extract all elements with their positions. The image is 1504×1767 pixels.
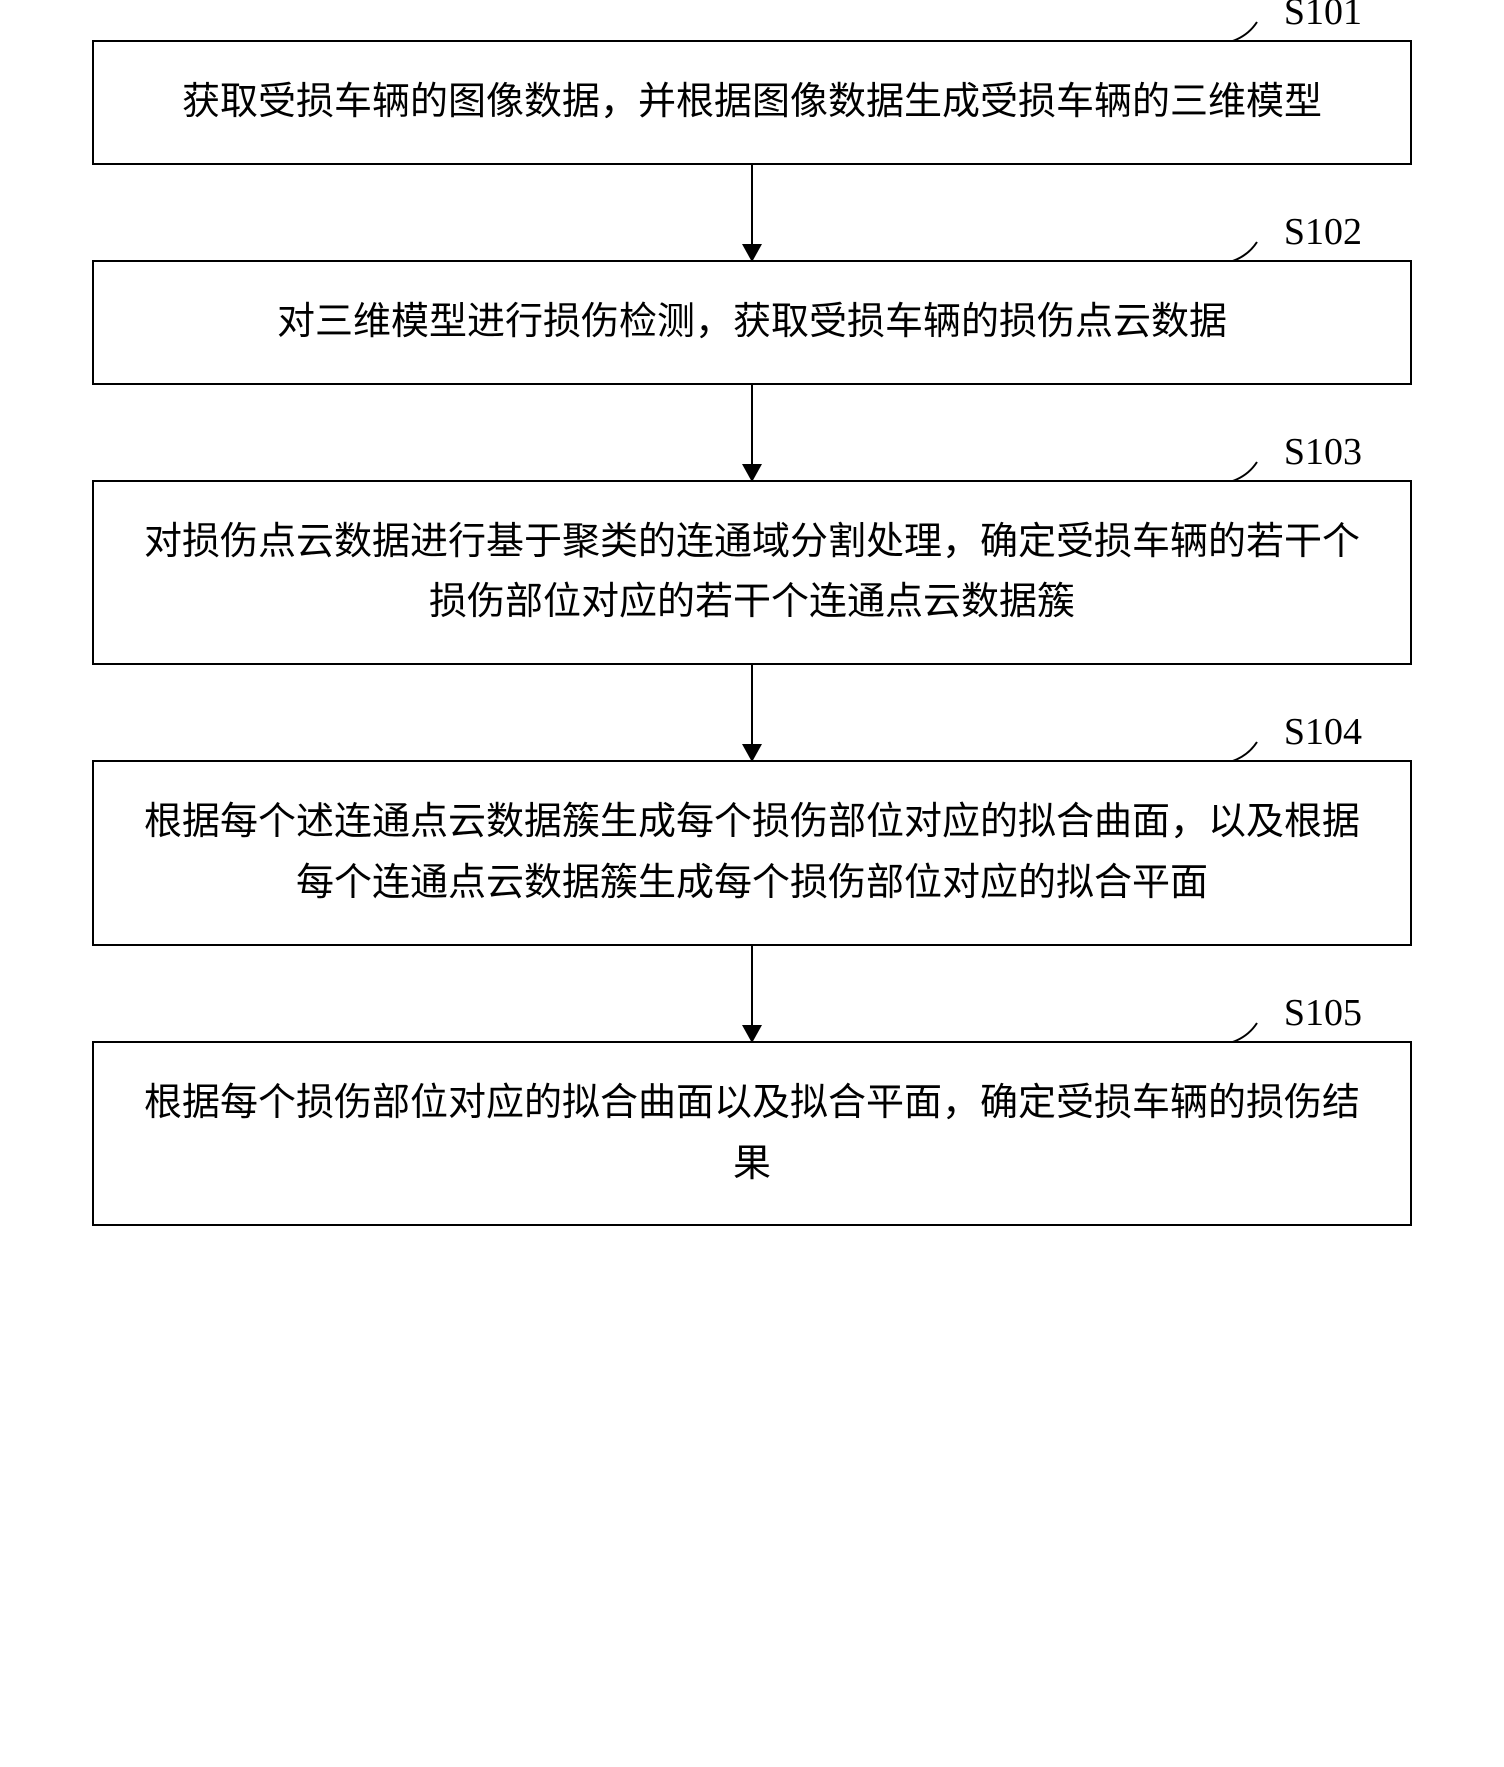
step-wrapper-5: S105 根据每个损伤部位对应的拟合曲面以及拟合平面，确定受损车辆的损伤结果 <box>52 1041 1452 1227</box>
arrow-2 <box>751 385 753 480</box>
arrow-4 <box>751 946 753 1041</box>
step-box-s103: 对损伤点云数据进行基于聚类的连通域分割处理，确定受损车辆的若干个损伤部位对应的若… <box>92 480 1412 666</box>
arrow-3 <box>751 665 753 760</box>
step-box-s105: 根据每个损伤部位对应的拟合曲面以及拟合平面，确定受损车辆的损伤结果 <box>92 1041 1412 1227</box>
step-label-s103: S103 <box>1284 430 1362 474</box>
step-wrapper-3: S103 对损伤点云数据进行基于聚类的连通域分割处理，确定受损车辆的若干个损伤部… <box>52 480 1452 666</box>
step-label-s101: S101 <box>1284 0 1362 34</box>
step-label-s105: S105 <box>1284 991 1362 1035</box>
step-box-s102: 对三维模型进行损伤检测，获取受损车辆的损伤点云数据 <box>92 260 1412 385</box>
step-text: 根据每个损伤部位对应的拟合曲面以及拟合平面，确定受损车辆的损伤结果 <box>134 1073 1370 1195</box>
step-label-s102: S102 <box>1284 210 1362 254</box>
arrow-1 <box>751 165 753 260</box>
step-text: 对损伤点云数据进行基于聚类的连通域分割处理，确定受损车辆的若干个损伤部位对应的若… <box>134 512 1370 634</box>
step-label-s104: S104 <box>1284 710 1362 754</box>
step-text: 获取受损车辆的图像数据，并根据图像数据生成受损车辆的三维模型 <box>182 72 1322 133</box>
step-box-s104: 根据每个述连通点云数据簇生成每个损伤部位对应的拟合曲面，以及根据每个连通点云数据… <box>92 760 1412 946</box>
step-wrapper-4: S104 根据每个述连通点云数据簇生成每个损伤部位对应的拟合曲面，以及根据每个连… <box>52 760 1452 946</box>
step-text: 根据每个述连通点云数据簇生成每个损伤部位对应的拟合曲面，以及根据每个连通点云数据… <box>134 792 1370 914</box>
step-text: 对三维模型进行损伤检测，获取受损车辆的损伤点云数据 <box>277 292 1227 353</box>
step-box-s101: 获取受损车辆的图像数据，并根据图像数据生成受损车辆的三维模型 <box>92 40 1412 165</box>
step-wrapper-2: S102 对三维模型进行损伤检测，获取受损车辆的损伤点云数据 <box>52 260 1452 385</box>
flowchart-container: S101 获取受损车辆的图像数据，并根据图像数据生成受损车辆的三维模型 S102… <box>52 40 1452 1226</box>
step-wrapper-1: S101 获取受损车辆的图像数据，并根据图像数据生成受损车辆的三维模型 <box>52 40 1452 165</box>
